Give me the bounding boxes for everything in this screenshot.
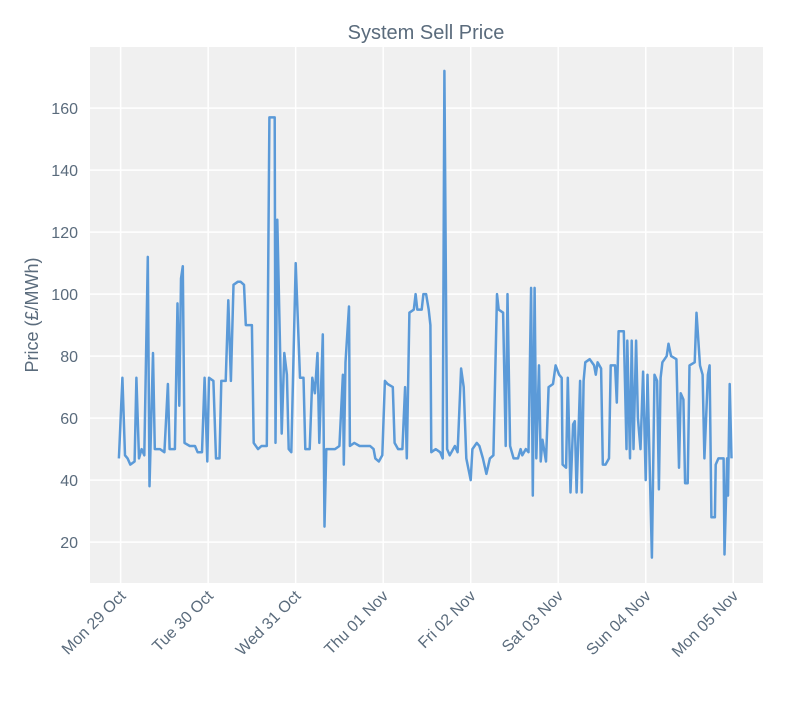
y-tick-label: 120 (51, 225, 78, 242)
x-tick-label: Sun 04 Nov (583, 588, 654, 659)
x-tick-label: Thu 01 Nov (321, 588, 392, 659)
x-tick-label: Fri 02 Nov (415, 588, 479, 652)
x-tick-label: Sat 03 Nov (499, 588, 567, 656)
y-axis-label: Price (£/MWh) (22, 257, 42, 372)
x-tick-label: Mon 29 Oct (59, 587, 130, 658)
y-tick-label: 60 (60, 411, 78, 428)
y-tick-label: 20 (60, 535, 78, 552)
y-tick-label: 160 (51, 101, 78, 118)
chart-title: System Sell Price (348, 22, 505, 44)
y-tick-label: 100 (51, 287, 78, 304)
price-line (117, 69, 733, 559)
y-tick-label: 140 (51, 163, 78, 180)
y-tick-label: 80 (60, 349, 78, 366)
x-tick-label: Wed 31 Oct (233, 587, 305, 659)
y-tick-label: 40 (60, 473, 78, 490)
plot-area (90, 47, 763, 583)
x-tick-label: Mon 05 Nov (669, 588, 742, 661)
x-tick-label: Tue 30 Oct (149, 587, 217, 655)
